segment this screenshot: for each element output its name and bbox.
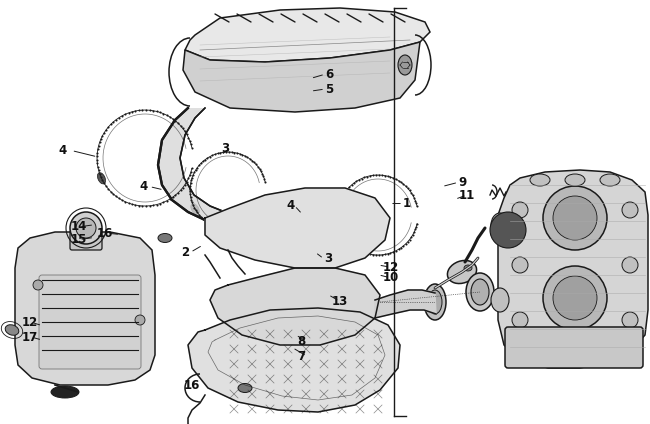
Circle shape [512,257,528,273]
Circle shape [622,202,638,218]
Text: 3: 3 [324,252,332,265]
Text: 1: 1 [403,197,411,210]
Polygon shape [185,8,430,62]
Text: 6: 6 [325,68,333,81]
Polygon shape [188,308,400,412]
Ellipse shape [530,174,550,186]
Ellipse shape [466,273,494,311]
Ellipse shape [424,284,446,320]
Polygon shape [375,290,436,318]
Ellipse shape [51,386,79,398]
Circle shape [512,312,528,328]
Text: 10: 10 [382,271,398,284]
Text: 4: 4 [58,144,67,157]
Text: 16: 16 [96,227,112,240]
Ellipse shape [491,288,509,312]
Text: 4: 4 [140,180,148,193]
Ellipse shape [471,279,489,305]
Ellipse shape [398,55,412,75]
Text: 16: 16 [183,379,200,392]
Circle shape [70,212,102,244]
Circle shape [622,312,638,328]
Polygon shape [205,188,390,268]
Circle shape [33,280,43,290]
Ellipse shape [491,213,509,237]
Text: 9: 9 [458,176,467,189]
Ellipse shape [238,383,252,393]
Polygon shape [183,42,420,112]
Polygon shape [158,108,225,220]
Ellipse shape [600,174,620,186]
Circle shape [512,202,528,218]
Circle shape [76,218,96,238]
Circle shape [543,266,607,330]
FancyBboxPatch shape [39,275,141,369]
Ellipse shape [565,174,585,186]
Text: 5: 5 [325,83,333,95]
Ellipse shape [158,234,172,243]
Text: 8: 8 [298,335,306,348]
Text: 4: 4 [286,199,294,212]
Text: 15: 15 [70,233,86,246]
FancyBboxPatch shape [70,230,102,250]
Ellipse shape [5,325,19,335]
Text: 11: 11 [458,189,474,201]
Circle shape [135,315,145,325]
Polygon shape [15,232,155,385]
Ellipse shape [464,265,472,271]
Text: 13: 13 [332,295,348,307]
FancyBboxPatch shape [505,327,643,368]
Ellipse shape [191,204,200,215]
Ellipse shape [447,260,476,284]
Text: 2: 2 [181,246,189,259]
Text: 7: 7 [298,350,305,363]
Ellipse shape [337,223,344,234]
Polygon shape [210,268,380,345]
Text: 12: 12 [382,261,398,273]
Ellipse shape [428,290,442,314]
Circle shape [553,196,597,240]
Text: 12: 12 [21,316,38,329]
Ellipse shape [427,288,443,316]
Ellipse shape [98,173,105,184]
Circle shape [553,276,597,320]
Text: 17: 17 [21,331,38,343]
Circle shape [622,257,638,273]
Text: 14: 14 [70,220,86,233]
Polygon shape [498,170,648,368]
Text: 3: 3 [221,142,229,155]
Circle shape [490,212,526,248]
Circle shape [543,186,607,250]
